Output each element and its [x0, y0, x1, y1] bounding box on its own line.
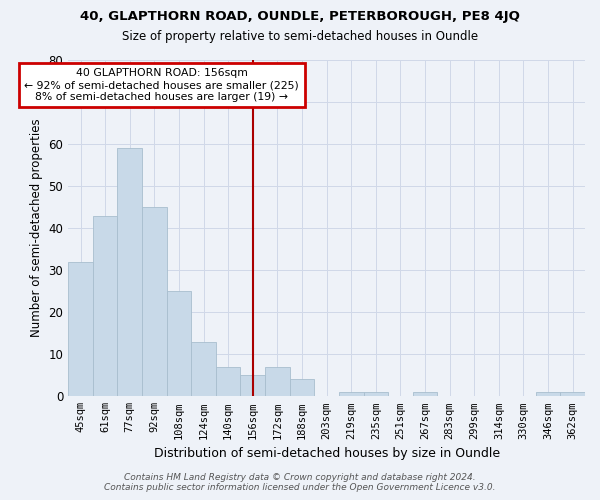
Text: 40, GLAPTHORN ROAD, OUNDLE, PETERBOROUGH, PE8 4JQ: 40, GLAPTHORN ROAD, OUNDLE, PETERBOROUGH… — [80, 10, 520, 23]
X-axis label: Distribution of semi-detached houses by size in Oundle: Distribution of semi-detached houses by … — [154, 447, 500, 460]
Bar — [142, 207, 167, 396]
Bar — [364, 392, 388, 396]
Bar — [118, 148, 142, 396]
Bar — [413, 392, 437, 396]
Bar — [93, 216, 118, 396]
Bar — [191, 342, 216, 396]
Y-axis label: Number of semi-detached properties: Number of semi-detached properties — [30, 119, 43, 338]
Bar — [290, 380, 314, 396]
Bar — [216, 367, 241, 396]
Bar — [241, 376, 265, 396]
Text: Size of property relative to semi-detached houses in Oundle: Size of property relative to semi-detach… — [122, 30, 478, 43]
Bar — [167, 291, 191, 397]
Text: Contains HM Land Registry data © Crown copyright and database right 2024.
Contai: Contains HM Land Registry data © Crown c… — [104, 473, 496, 492]
Bar — [560, 392, 585, 396]
Bar — [339, 392, 364, 396]
Bar — [265, 367, 290, 396]
Bar — [68, 262, 93, 396]
Text: 40 GLAPTHORN ROAD: 156sqm
← 92% of semi-detached houses are smaller (225)
8% of : 40 GLAPTHORN ROAD: 156sqm ← 92% of semi-… — [25, 68, 299, 102]
Bar — [536, 392, 560, 396]
